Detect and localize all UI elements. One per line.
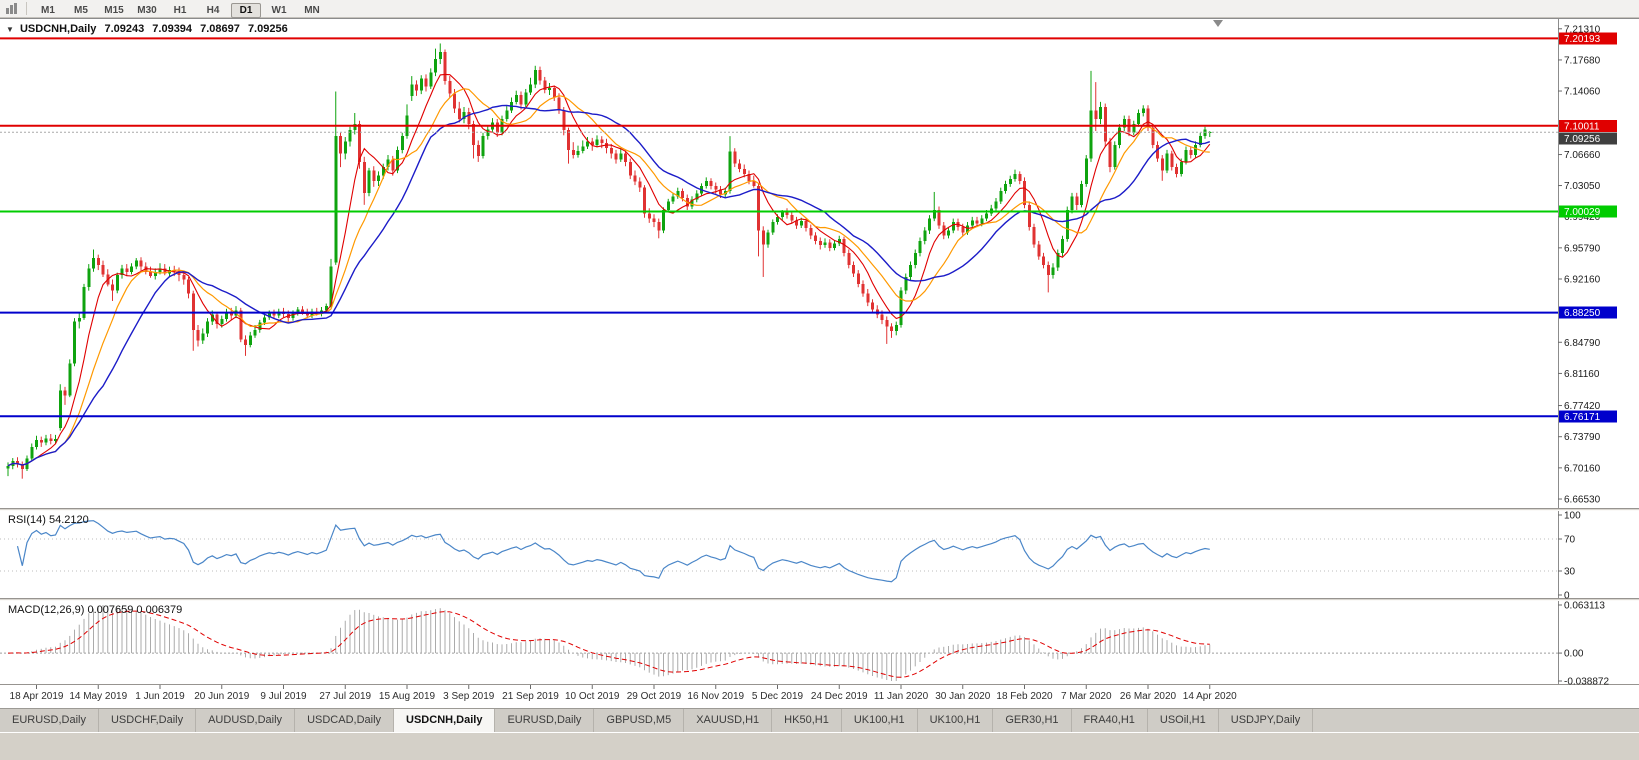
svg-text:10 Oct 2019: 10 Oct 2019	[565, 691, 620, 702]
price-axis-tags: 7.20193 7.10011 7.09256 7.00029 6.88250 6.761…	[1559, 32, 1617, 423]
timeframe-button-W1[interactable]: W1	[271, 4, 287, 16]
chart-tab-bar: EURUSD,Daily USDCHF,Daily AUDUSD,Daily USDC…	[0, 708, 1639, 732]
chart-tab[interactable]: USDJPY,Daily	[1218, 709, 1314, 732]
chart-tab[interactable]: UK100,H1	[841, 709, 918, 732]
svg-text:20 Jun 2019: 20 Jun 2019	[194, 691, 249, 702]
svg-text:18 Feb 2020: 18 Feb 2020	[996, 691, 1053, 702]
chart-shift-marker-icon[interactable]	[1213, 20, 1223, 27]
chart-tab[interactable]: GER30,H1	[993, 709, 1072, 732]
chart-tab[interactable]: USDCAD,Daily	[295, 709, 395, 732]
svg-text:7.20193: 7.20193	[1564, 34, 1601, 45]
chart-tab[interactable]: USDCNH,Daily	[394, 709, 496, 732]
chart-tab[interactable]: GBPUSD,M5	[594, 709, 685, 732]
horizontal-level-lines	[0, 37, 1558, 418]
svg-text:0: 0	[1564, 591, 1570, 602]
svg-text:100: 100	[1564, 511, 1581, 522]
svg-text:6.76171: 6.76171	[1564, 412, 1601, 423]
chart-period-icon[interactable]	[4, 2, 20, 15]
panel-frame	[0, 18, 1639, 685]
svg-text:6.70160: 6.70160	[1564, 463, 1601, 474]
timeframe-button-H1[interactable]: H1	[173, 4, 187, 16]
svg-text:30 Jan 2020: 30 Jan 2020	[935, 691, 990, 702]
svg-text:0.00: 0.00	[1564, 649, 1584, 660]
svg-text:5 Dec 2019: 5 Dec 2019	[752, 691, 804, 702]
svg-text:6.81160: 6.81160	[1564, 369, 1600, 380]
chart-tab[interactable]: HK50,H1	[772, 709, 842, 732]
chart-tab[interactable]: XAUUSD,H1	[684, 709, 773, 732]
chart-tab[interactable]: UK100,H1	[917, 709, 994, 732]
svg-text:7.00029: 7.00029	[1564, 207, 1601, 218]
svg-text:1 Jun 2019: 1 Jun 2019	[135, 691, 185, 702]
svg-text:6.77420: 6.77420	[1564, 401, 1601, 412]
chart-tab[interactable]: AUDUSD,Daily	[196, 709, 296, 732]
ma-line-7	[7, 73, 1211, 467]
status-bar	[0, 732, 1639, 760]
chart-tab[interactable]: USDCHF,Daily	[98, 709, 197, 732]
svg-text:6.73790: 6.73790	[1564, 432, 1601, 443]
date-axis[interactable]: 18 Apr 2019 14 May 2019 1 Jun 2019 20 Jun 2…	[10, 685, 1238, 702]
timeframe-buttons: M1 M5 M15 M30 H1 H4 D1 W1 MN	[33, 0, 330, 18]
timeframe-button-M5[interactable]: M5	[74, 4, 88, 16]
svg-text:18 Apr 2019: 18 Apr 2019	[10, 691, 64, 702]
svg-text:16 Nov 2019: 16 Nov 2019	[687, 691, 744, 702]
svg-text:27 Jul 2019: 27 Jul 2019	[319, 691, 371, 702]
timeframe-button-M30[interactable]: M30	[137, 4, 157, 16]
svg-text:29 Oct 2019: 29 Oct 2019	[627, 691, 682, 702]
timeframe-button-H4[interactable]: H4	[206, 4, 220, 16]
chart-tab[interactable]: USOil,H1	[1147, 709, 1219, 732]
svg-text:6.95790: 6.95790	[1564, 243, 1601, 254]
svg-text:24 Dec 2019: 24 Dec 2019	[811, 691, 868, 702]
toolbar-separator	[26, 2, 27, 15]
svg-text:7.10011: 7.10011	[1564, 121, 1600, 132]
macd-signal-line	[7, 610, 1210, 678]
rsi-line	[16, 520, 1210, 583]
svg-text:6.88250: 6.88250	[1564, 308, 1601, 319]
svg-text:7.03050: 7.03050	[1564, 181, 1601, 192]
timeframe-button-M15[interactable]: M15	[104, 4, 124, 16]
svg-text:15 Aug 2019: 15 Aug 2019	[379, 691, 436, 702]
svg-text:14 May 2019: 14 May 2019	[69, 691, 127, 702]
bar-chart-icon	[6, 3, 17, 14]
chart-tab[interactable]: EURUSD,Daily	[0, 709, 99, 732]
svg-text:26 Mar 2020: 26 Mar 2020	[1120, 691, 1177, 702]
chart-tab[interactable]: FRA40,H1	[1071, 709, 1148, 732]
svg-text:70: 70	[1564, 535, 1576, 546]
svg-text:6.66530: 6.66530	[1564, 495, 1601, 506]
svg-text:7.14060: 7.14060	[1564, 87, 1601, 98]
macd-panel: 0.063113 0.00 -0.038872	[0, 601, 1609, 688]
svg-text:0.063113: 0.063113	[1564, 601, 1605, 612]
svg-text:11 Jan 2020: 11 Jan 2020	[874, 691, 929, 702]
svg-text:3 Sep 2019: 3 Sep 2019	[443, 691, 495, 702]
svg-text:7.17680: 7.17680	[1564, 55, 1601, 66]
chart-area[interactable]: 7.21310 7.17680 7.14060 7.06660 7.03050 6.994…	[0, 18, 1639, 708]
chart-tab[interactable]: EURUSD,Daily	[495, 709, 595, 732]
svg-text:7.06660: 7.06660	[1564, 150, 1601, 161]
timeframe-toolbar: M1 M5 M15 M30 H1 H4 D1 W1 MN	[0, 0, 1639, 18]
rsi-panel: 100 70 30 0	[0, 511, 1581, 602]
svg-text:9 Jul 2019: 9 Jul 2019	[260, 691, 307, 702]
svg-text:6.84790: 6.84790	[1564, 338, 1601, 349]
svg-text:21 Sep 2019: 21 Sep 2019	[502, 691, 559, 702]
ma-line-21	[7, 104, 1211, 467]
svg-text:30: 30	[1564, 567, 1576, 578]
svg-text:7.21310: 7.21310	[1564, 24, 1601, 35]
svg-text:6.99420: 6.99420	[1564, 212, 1601, 223]
timeframe-button-MN[interactable]: MN	[304, 4, 320, 16]
price-axis[interactable]: 7.21310 7.17680 7.14060 7.06660 7.03050 6.994…	[1558, 24, 1601, 506]
timeframe-button-M1[interactable]: M1	[41, 4, 55, 16]
svg-text:7 Mar 2020: 7 Mar 2020	[1061, 691, 1112, 702]
svg-text:6.92160: 6.92160	[1564, 275, 1601, 286]
svg-text:14 Apr 2020: 14 Apr 2020	[1183, 691, 1237, 702]
svg-text:-0.038872: -0.038872	[1564, 677, 1609, 688]
svg-text:7.09256: 7.09256	[1564, 134, 1601, 145]
timeframe-button-D1[interactable]: D1	[231, 2, 261, 18]
